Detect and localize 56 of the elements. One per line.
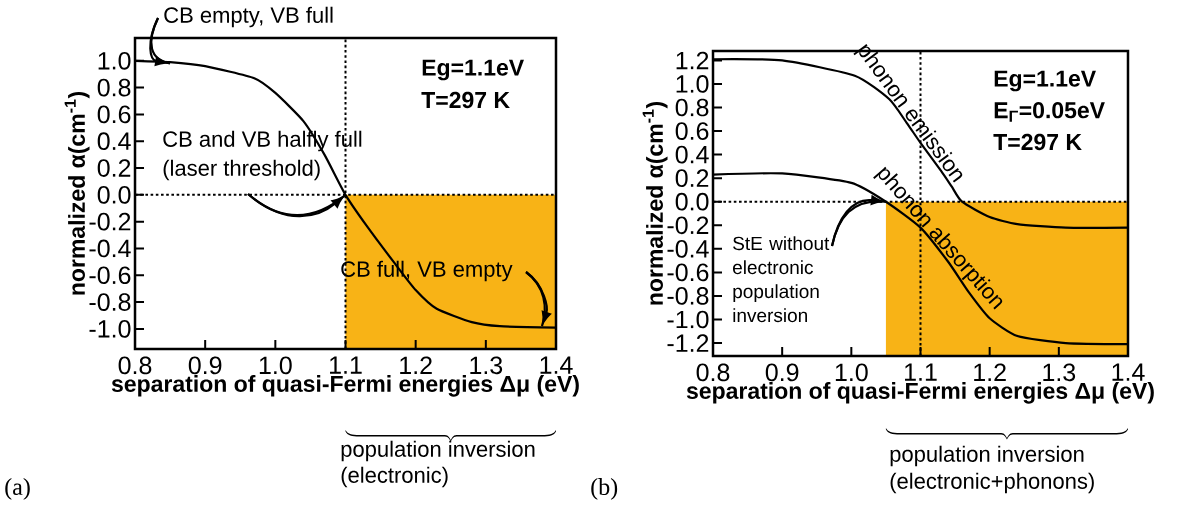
x-tick-label: 1.4	[1112, 363, 1145, 381]
annotation: Eg=1.1eV	[422, 59, 524, 81]
x-axis-title: separation of quasi-Fermi energies Δμ (eV)	[111, 375, 579, 397]
y-axis-title: normalized α(cm$^{-1}$)	[64, 91, 90, 295]
x-tick-label: 1.1	[905, 363, 937, 381]
y-tick-label: 0.2	[97, 159, 131, 177]
x-tick-label: 1.3	[470, 356, 503, 375]
x-tick-label: 1.0	[259, 356, 292, 375]
text: population inversion	[341, 440, 535, 462]
y-tick-label: -0.6	[667, 263, 709, 282]
y-tick-label: -0.6	[89, 266, 131, 285]
y-tick-label: 0.0	[675, 192, 709, 211]
annotation: StE without electronic population inversion	[733, 236, 830, 323]
y-tick-label: -0.8	[89, 293, 131, 311]
annotation: T=297 K	[421, 91, 510, 109]
annotation: (laser threshold)	[163, 159, 320, 181]
x-tick-label: 0.8	[118, 356, 152, 375]
x-tick-label: 1.4	[540, 356, 573, 374]
y-tick-label: -0.8	[667, 287, 709, 305]
annotation: E$_{Γ}$=0.05eV	[994, 102, 1105, 122]
y-tick-label: 1.0	[98, 51, 131, 70]
x-tick-label: 0.9	[765, 363, 799, 382]
y-tick-label: -1.0	[89, 320, 131, 338]
annotation: Eg=1.1eV	[994, 70, 1096, 92]
y-tick-label: 1.0	[676, 75, 709, 93]
y-axis-title: normalized α(cm$^{-1}$)	[642, 101, 668, 305]
y-tick-label: -0.4	[89, 239, 131, 258]
y-tick-label: -0.2	[667, 216, 709, 235]
x-tick-label: 0.9	[188, 356, 222, 375]
x-tick-label: 1.1	[330, 356, 362, 374]
y-tick-label: -0.4	[667, 239, 709, 258]
y-tick-label: 0.4	[675, 145, 709, 164]
text: population inversion	[890, 445, 1084, 467]
y-tick-label: 0.8	[675, 98, 709, 117]
y-tick-label: 1.2	[676, 51, 709, 70]
text: (b)	[591, 478, 618, 500]
x-tick-label: 1.0	[835, 363, 868, 382]
x-axis-title: separation of quasi-Fermi energies Δμ (eV)	[686, 382, 1154, 404]
text: (electronic)	[341, 466, 448, 488]
annotation: T=297 K	[993, 133, 1082, 151]
y-tick-label: 0.0	[97, 185, 131, 204]
y-tick-label: 0.6	[675, 122, 709, 140]
annotation: CB empty, VB full	[164, 6, 333, 28]
x-tick-label: 1.2	[974, 363, 1006, 381]
y-tick-label: -1.2	[667, 334, 709, 352]
x-tick-label: 1.2	[400, 356, 432, 374]
y-tick-label: 0.4	[97, 132, 131, 151]
x-tick-label: 1.3	[1043, 363, 1076, 382]
y-tick-label: 0.6	[97, 105, 131, 124]
x-tick-label: 0.8	[696, 363, 730, 382]
y-tick-label: 0.8	[97, 78, 131, 97]
text: (electronic+phonons)	[890, 472, 1094, 494]
y-tick-label: -0.2	[89, 212, 131, 231]
y-tick-label: -1.0	[667, 310, 709, 329]
y-tick-label: 0.2	[675, 169, 709, 188]
text: (a)	[5, 478, 30, 500]
